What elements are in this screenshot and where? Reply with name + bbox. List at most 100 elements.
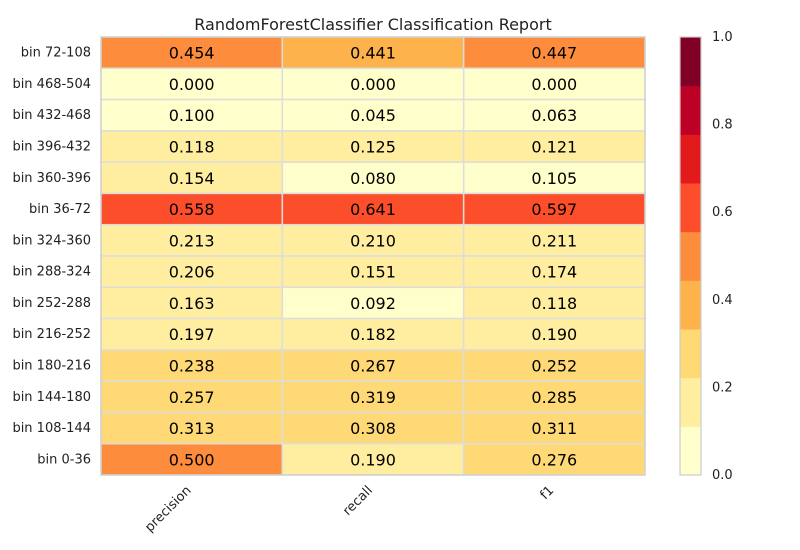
x-tick-label: precision	[142, 483, 194, 535]
heatmap-cell-value: 0.500	[169, 450, 215, 469]
heatmap-cell-value: 0.238	[169, 357, 215, 376]
colorbar-segment	[680, 37, 701, 87]
colorbar-tick-label: 0.0	[712, 468, 733, 483]
colorbar-segment	[680, 280, 701, 330]
colorbar-frame	[679, 36, 702, 476]
heatmap-cell	[281, 192, 465, 226]
colorbar-segment	[680, 329, 701, 379]
heatmap-cell	[100, 317, 284, 351]
heatmap-cell	[462, 130, 646, 163]
x-axis-tick-labels: precision recall f1	[142, 483, 557, 535]
colorbar-segment	[680, 377, 701, 427]
heatmap-cell-value: 0.190	[531, 325, 577, 344]
colorbar-tick-labels: 0.0 0.2 0.4 0.6 0.8 1.0	[712, 30, 733, 483]
colorbar-segment	[680, 134, 701, 184]
heatmap-cell-value: 0.558	[169, 200, 215, 219]
heatmap-cell-value: 0.118	[531, 294, 577, 313]
heatmap-cell	[281, 255, 465, 289]
colorbar-segment	[680, 426, 701, 476]
heatmap-cell-value: 0.118	[169, 138, 215, 157]
heatmap-cell-value: 0.174	[531, 263, 577, 282]
plot-frame	[100, 36, 646, 476]
heatmap-cell-value: 0.308	[350, 419, 396, 438]
heatmap-cell-value: 0.190	[350, 450, 396, 469]
heatmap-cell-value: 0.257	[169, 388, 215, 407]
heatmap-cell	[462, 442, 646, 476]
heatmap-cell-value: 0.313	[169, 419, 215, 438]
heatmap-cell	[100, 349, 284, 382]
heatmap-cell-value: 0.163	[169, 294, 215, 313]
heatmap-cell-value: 0.211	[531, 231, 577, 250]
x-tick-label: f1	[537, 483, 557, 503]
heatmap-cell-value: 0.000	[169, 75, 215, 94]
heatmap-cell-value: 0.276	[531, 450, 577, 469]
y-tick-label: bin 216-252	[12, 327, 91, 342]
y-axis-tick-labels: bin 72-108 bin 468-504 bin 432-468 bin 396-…	[12, 46, 91, 468]
y-tick-label: bin 180-216	[12, 359, 91, 374]
heatmap-cell-value: 0.285	[531, 388, 577, 407]
colorbar-tick-label: 0.4	[712, 293, 733, 308]
heatmap-cell-value: 0.210	[350, 231, 396, 250]
y-tick-label: bin 360-396	[12, 171, 91, 186]
heatmap-cell-value: 0.252	[531, 357, 577, 376]
heatmap-cell	[462, 286, 646, 320]
heatmap-cell-value: 0.267	[350, 357, 396, 376]
heatmap-cell-value: 0.154	[169, 169, 215, 188]
y-tick-label: bin 36-72	[29, 202, 91, 217]
heatmap-cell-value: 0.000	[350, 75, 396, 94]
heatmap-cell-value: 0.121	[531, 138, 577, 157]
heatmap-cell-value: 0.000	[531, 75, 577, 94]
colorbar-segment	[680, 183, 701, 233]
y-tick-label: bin 324-360	[12, 233, 91, 248]
heatmap-cell	[281, 98, 465, 132]
heatmap-cell	[100, 411, 284, 445]
heatmap-cell	[281, 161, 465, 195]
heatmap-cell-value: 0.206	[169, 263, 215, 282]
heatmap-cell	[462, 67, 646, 101]
y-tick-label: bin 288-324	[12, 265, 91, 280]
heatmap-cell-value: 0.105	[531, 169, 577, 188]
heatmap-cell-value: 0.125	[350, 138, 396, 157]
colorbar-segment	[680, 85, 701, 135]
colorbar-tick-label: 0.2	[712, 380, 733, 395]
heatmap-cell	[100, 223, 284, 257]
heatmap-cell	[281, 317, 465, 351]
heatmap-cell-value: 0.197	[169, 325, 215, 344]
heatmap-cell	[462, 192, 646, 226]
y-tick-label: bin 468-504	[12, 77, 91, 92]
y-tick-label: bin 432-468	[12, 108, 91, 123]
heatmap-cell	[281, 36, 465, 70]
heatmap-cell-value: 0.641	[350, 200, 396, 219]
heatmap-cell-value: 0.063	[531, 106, 577, 125]
heatmap-cell-value: 0.151	[350, 263, 396, 282]
y-tick-label: bin 72-108	[21, 46, 91, 61]
heatmap-cell-value: 0.454	[169, 44, 215, 63]
colorbar-tick-label: 0.6	[712, 205, 733, 220]
heatmap-cell-value: 0.213	[169, 231, 215, 250]
heatmap-cell	[281, 223, 465, 257]
chart-title: RandomForestClassifier Classification Re…	[194, 15, 551, 34]
y-tick-label: bin 108-144	[12, 421, 91, 436]
heatmap-cell-value: 0.597	[531, 200, 577, 219]
heatmap-cell-value: 0.447	[531, 44, 577, 63]
colorbar-tick-label: 1.0	[712, 30, 733, 45]
heatmap-cell-value: 0.182	[350, 325, 396, 344]
y-tick-label: bin 144-180	[12, 390, 91, 405]
heatmap-cells	[100, 36, 646, 476]
heatmap-cell-value: 0.045	[350, 106, 396, 125]
heatmap-cell-value: 0.080	[350, 169, 396, 188]
heatmap-cell	[462, 380, 646, 414]
colorbar	[679, 36, 702, 476]
y-tick-label: bin 396-432	[12, 140, 91, 155]
colorbar-segment	[680, 231, 701, 281]
heatmap-value-labels: 0.454 0.441 0.447 0.000 0.000 0.000 0.100 0.045…	[169, 44, 577, 470]
heatmap-cell-value: 0.441	[350, 44, 396, 63]
x-tick-label: recall	[340, 483, 376, 519]
heatmap-cell	[100, 255, 284, 289]
heatmap-cell-value: 0.092	[350, 294, 396, 313]
y-tick-label: bin 252-288	[12, 296, 91, 311]
heatmap-cell	[462, 223, 646, 257]
heatmap-cell-value: 0.100	[169, 106, 215, 125]
heatmap-cell-value: 0.311	[531, 419, 577, 438]
